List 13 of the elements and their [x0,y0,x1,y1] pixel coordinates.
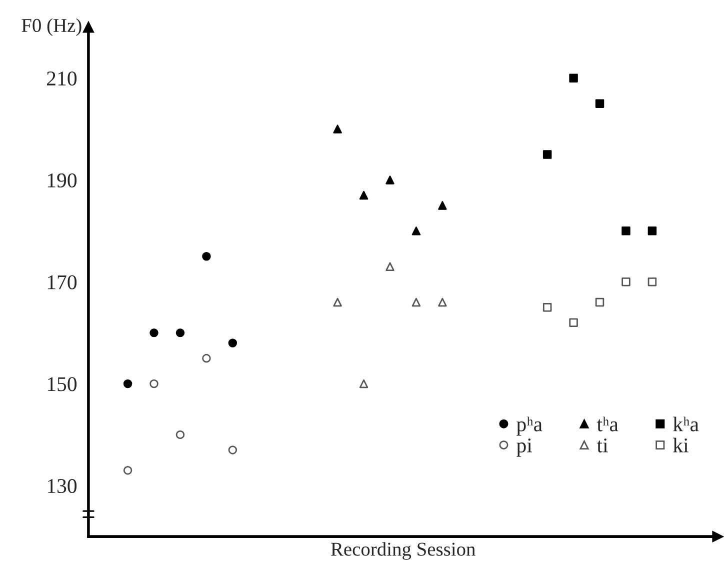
y-axis-title: F0 (Hz) [22,18,82,36]
legend-label: kʰa [673,416,699,432]
legend-label: pi [516,438,532,457]
legend-label: tʰa [596,416,618,432]
legend-label: pʰa [516,416,542,436]
y-tick-label: 190 [48,173,77,188]
y-tick-label: 150 [48,377,77,392]
y-tick-label: 170 [48,275,77,290]
y-tick-label: 210 [47,71,77,86]
legend-label: ti [596,438,608,452]
x-axis-title: Recording Session [331,542,476,560]
y-tick-label: 130 [48,479,77,494]
legend-label: ki [673,438,688,452]
